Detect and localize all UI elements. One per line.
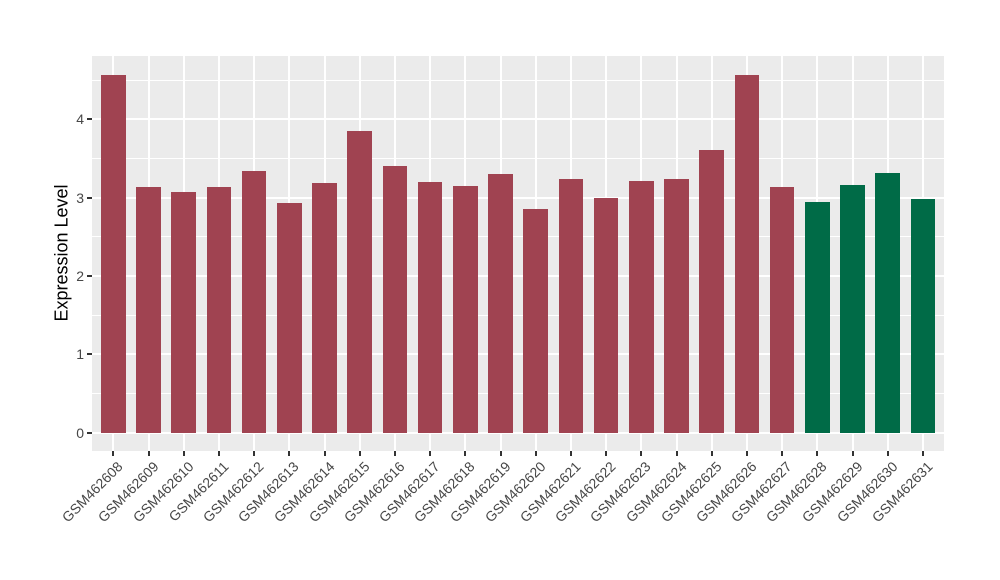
y-tick-1 xyxy=(87,353,92,356)
y-tick-label-0: 0 xyxy=(76,424,84,441)
bar-GSM462625 xyxy=(699,149,724,433)
bar-GSM462613 xyxy=(277,203,302,433)
x-tick-GSM462617 xyxy=(429,451,432,456)
y-tick-4 xyxy=(87,118,92,121)
x-tick-GSM462616 xyxy=(393,451,396,456)
x-tick-GSM462610 xyxy=(182,451,185,456)
bar-GSM462616 xyxy=(382,166,408,433)
y-tick-0 xyxy=(87,431,92,434)
x-tick-GSM462615 xyxy=(358,451,361,456)
gridline-major-y-2 xyxy=(92,275,944,277)
gridline-minor-y-2.5 xyxy=(92,236,944,238)
y-tick-label-4: 4 xyxy=(76,111,84,128)
x-tick-GSM462618 xyxy=(464,451,467,456)
bar-GSM462614 xyxy=(312,183,337,433)
x-tick-GSM462619 xyxy=(499,451,502,456)
gridline-minor-y-1.5 xyxy=(92,314,944,316)
bar-GSM462620 xyxy=(523,209,548,433)
y-tick-label-2: 2 xyxy=(76,268,84,284)
gridline-major-y-4 xyxy=(92,118,944,121)
bar-GSM462619 xyxy=(488,174,513,433)
bar-GSM462629 xyxy=(840,185,865,433)
bar-GSM462615 xyxy=(347,130,372,433)
bar-GSM462608 xyxy=(101,74,126,433)
gridline-minor-y-0.5 xyxy=(92,393,944,395)
bar-GSM462622 xyxy=(593,197,619,433)
bar-GSM462617 xyxy=(417,181,443,433)
bar-GSM462630 xyxy=(875,172,900,433)
x-tick-GSM462629 xyxy=(851,451,854,456)
x-tick-GSM462627 xyxy=(781,451,784,456)
y-tick-3 xyxy=(87,196,92,199)
x-tick-GSM462622 xyxy=(605,451,608,456)
bar-GSM462610 xyxy=(171,192,196,433)
y-tick-label-3: 3 xyxy=(76,189,84,206)
bar-GSM462623 xyxy=(629,181,654,433)
plot-panel xyxy=(92,56,944,451)
x-tick-GSM462613 xyxy=(288,451,291,456)
x-tick-GSM462608 xyxy=(112,451,115,456)
bar-GSM462611 xyxy=(206,187,232,433)
gridline-minor-y-3.5 xyxy=(92,157,944,159)
x-tick-GSM462621 xyxy=(569,451,572,456)
gridline-minor-y-4.5 xyxy=(92,79,944,81)
x-tick-GSM462609 xyxy=(147,451,150,456)
x-tick-GSM462611 xyxy=(217,451,220,456)
bar-GSM462631 xyxy=(910,199,936,433)
bar-GSM462609 xyxy=(136,186,161,433)
x-tick-GSM462623 xyxy=(640,451,643,456)
x-tick-GSM462624 xyxy=(675,451,678,456)
bar-GSM462628 xyxy=(805,202,830,433)
bar-GSM462621 xyxy=(558,178,584,433)
x-tick-GSM462612 xyxy=(253,451,256,456)
x-tick-GSM462625 xyxy=(710,451,713,456)
x-tick-GSM462630 xyxy=(886,451,889,456)
bar-GSM462612 xyxy=(241,170,267,433)
bar-GSM462627 xyxy=(769,187,795,433)
gridline-major-y-3 xyxy=(92,196,944,199)
gridline-major-y-0 xyxy=(92,431,944,434)
gridline-major-y-1 xyxy=(92,353,944,356)
y-tick-2 xyxy=(87,275,92,277)
bar-GSM462626 xyxy=(734,74,760,433)
x-tick-GSM462631 xyxy=(921,451,924,456)
bar-GSM462624 xyxy=(664,178,689,433)
x-tick-GSM462614 xyxy=(323,451,326,456)
x-tick-GSM462628 xyxy=(816,451,819,456)
bar-GSM462618 xyxy=(453,185,478,433)
x-tick-GSM462626 xyxy=(745,451,748,456)
x-tick-GSM462620 xyxy=(534,451,537,456)
y-tick-label-1: 1 xyxy=(76,346,84,363)
